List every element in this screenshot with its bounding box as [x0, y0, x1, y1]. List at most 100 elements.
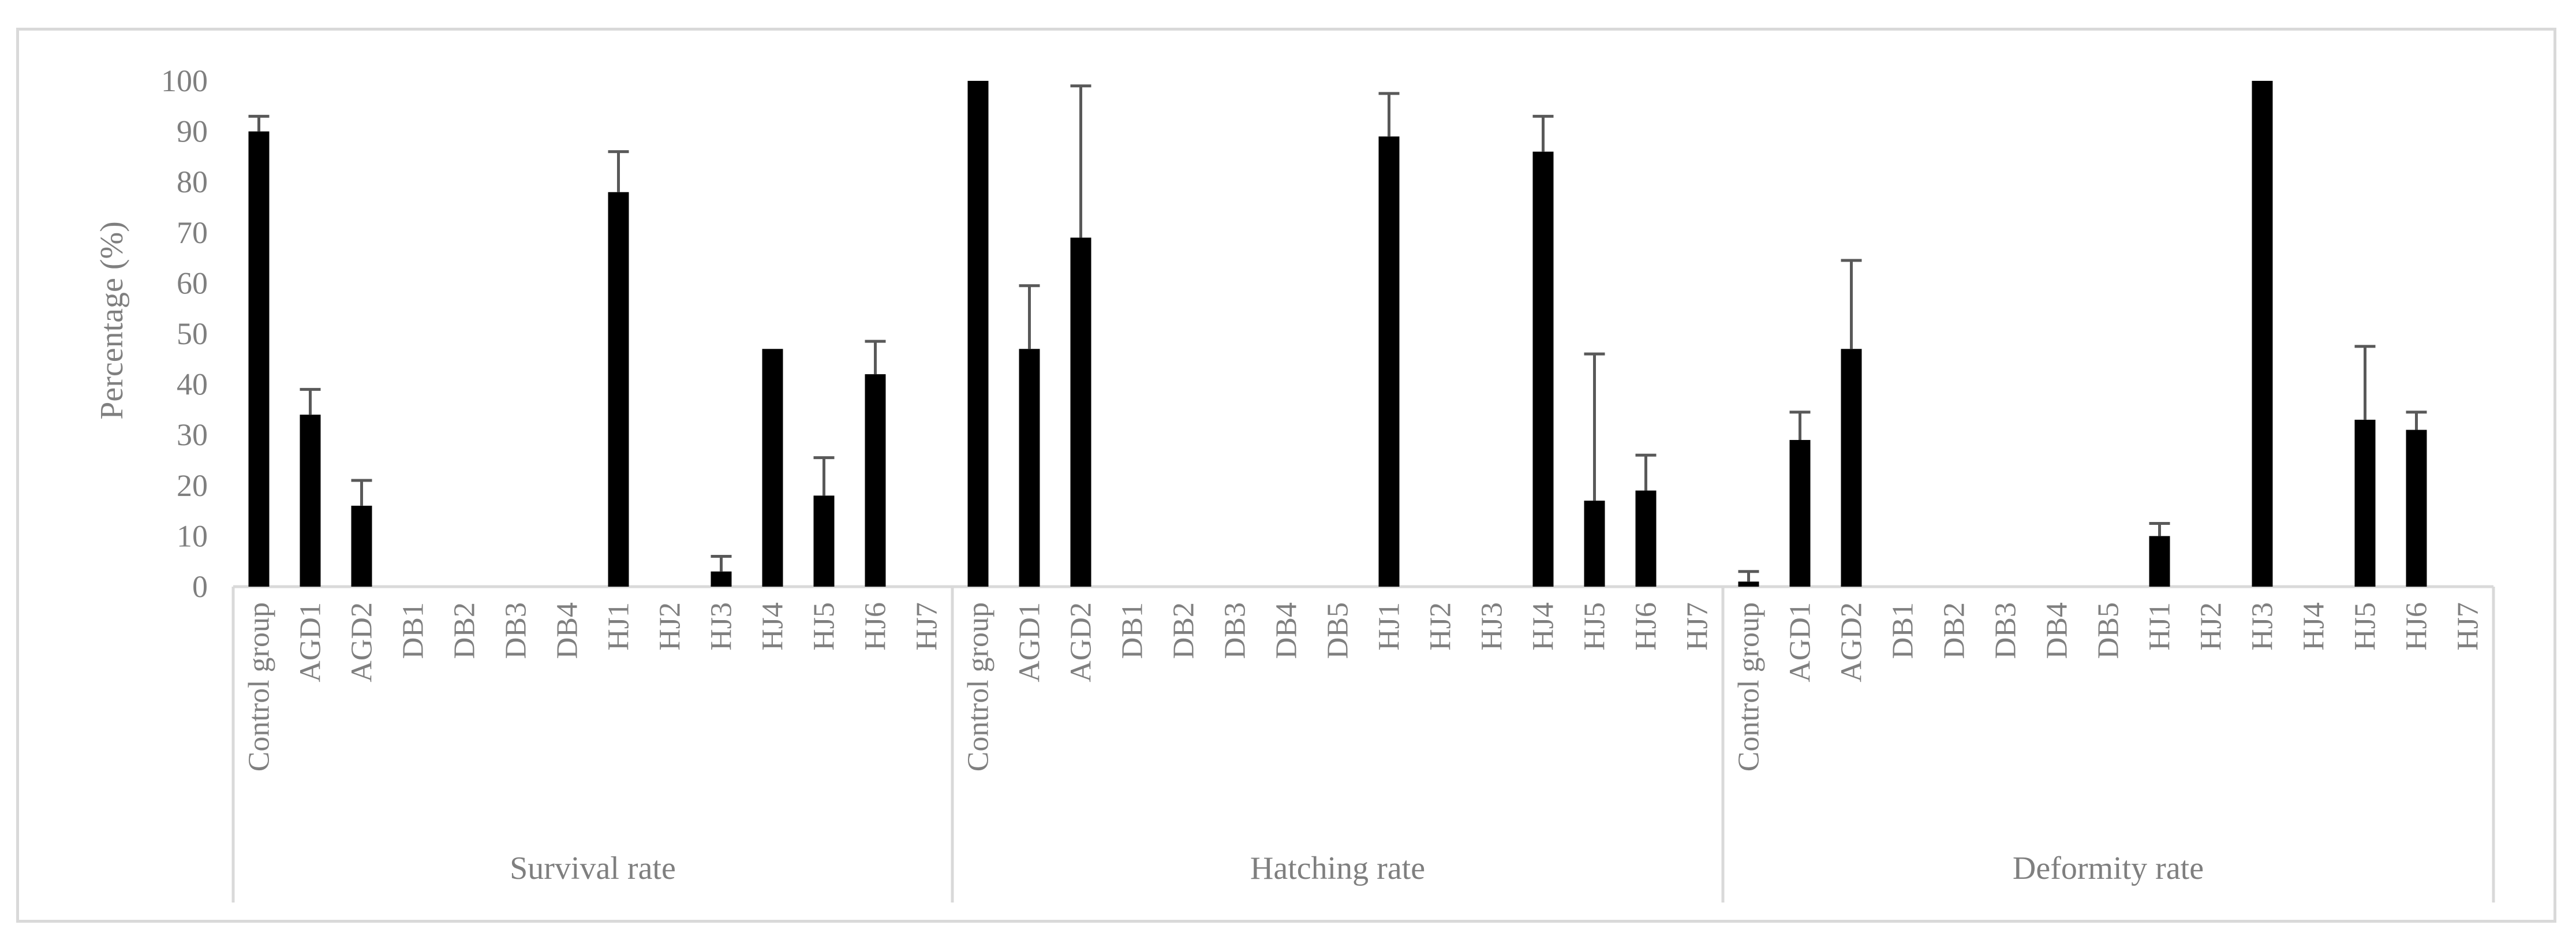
category-label: DB4 [2041, 602, 2074, 659]
y-tick-label: 40 [177, 367, 208, 402]
bar [2406, 430, 2427, 587]
error-bar [1635, 453, 1657, 491]
error-bar [300, 387, 321, 415]
category-label: DB3 [500, 602, 533, 659]
y-tick-label: 70 [177, 215, 208, 250]
bar [2149, 536, 2170, 587]
category-label: HJ7 [2452, 602, 2485, 651]
category-label: AGD2 [346, 602, 379, 683]
y-tick-label: 30 [177, 417, 208, 452]
category-label: HJ6 [859, 602, 892, 651]
category-label: DB2 [448, 602, 481, 659]
category-label: HJ6 [1630, 602, 1663, 651]
error-bar [813, 456, 835, 496]
error-bar [1738, 570, 1759, 582]
error-bar [1019, 284, 1040, 349]
category-label: HJ4 [2298, 602, 2331, 651]
category-label: HJ1 [1373, 602, 1406, 651]
category-label: DB1 [1116, 602, 1149, 659]
category-label: HJ2 [2195, 602, 2228, 651]
category-label: HJ7 [1681, 602, 1714, 651]
category-label: HJ1 [2144, 602, 2177, 651]
bar [1738, 581, 1759, 587]
category-label: DB4 [551, 602, 584, 659]
group-labels: Survival rate Hatching rate Deformity rate [510, 851, 2204, 886]
category-label: DB5 [2092, 602, 2125, 659]
category-label: DB2 [1168, 602, 1201, 659]
category-label: HJ5 [808, 602, 841, 651]
y-tick-labels: 0 10 20 30 40 50 60 70 80 90 100 [161, 64, 208, 604]
y-tick-label: 10 [177, 519, 208, 553]
category-label: HJ3 [705, 602, 738, 651]
y-tick-label: 20 [177, 468, 208, 503]
category-label: HJ5 [1579, 602, 1612, 651]
category-label: HJ5 [2349, 602, 2382, 651]
y-tick-label: 0 [192, 569, 208, 604]
category-label: AGD2 [1065, 602, 1098, 683]
category-label: AGD1 [1014, 602, 1046, 683]
error-bar [351, 479, 372, 506]
category-label: AGD1 [1784, 602, 1817, 683]
category-labels: Control group AGD1 AGD2 DB1 DB2 DB3 DB4 HJ1 HJ2 H… [243, 602, 2485, 771]
category-label: DB1 [397, 602, 430, 659]
category-label: AGD1 [294, 602, 327, 683]
chart-frame [16, 28, 2556, 923]
category-label: HJ1 [603, 602, 635, 651]
category-label: HJ2 [1425, 602, 1457, 651]
error-bar [1841, 259, 1862, 349]
bar [248, 131, 270, 587]
bar [762, 349, 783, 587]
group-label: Hatching rate [1250, 851, 1425, 886]
bar [2354, 419, 2376, 587]
bars [248, 81, 2427, 587]
category-label: Control group [1733, 602, 1766, 771]
category-label: HJ3 [1476, 602, 1509, 651]
category-label: DB5 [1322, 602, 1355, 659]
error-bar [248, 114, 270, 132]
bar [351, 505, 372, 587]
category-label: DB2 [1938, 602, 1971, 659]
bar [1789, 439, 1811, 587]
category-label: DB3 [1990, 602, 2022, 659]
bar [300, 415, 321, 587]
category-label: DB1 [1887, 602, 1920, 659]
error-bar [1532, 114, 1554, 152]
group-label: Deformity rate [2013, 851, 2204, 886]
bar [1070, 237, 1091, 587]
bar [865, 374, 886, 587]
category-label: Control group [243, 602, 276, 771]
y-tick-label: 100 [161, 64, 208, 98]
category-label: HJ2 [654, 602, 687, 651]
error-bar [1070, 84, 1091, 238]
bar [967, 81, 989, 587]
error-bar [865, 340, 886, 375]
category-label: DB4 [1270, 602, 1303, 659]
bar [1635, 490, 1657, 587]
category-label: HJ3 [2246, 602, 2279, 651]
y-tick-label: 80 [177, 165, 208, 199]
bar [608, 192, 629, 587]
error-bars [248, 84, 2427, 582]
bar [1584, 501, 1605, 587]
y-tick-label: 50 [177, 316, 208, 351]
category-label: Control group [962, 602, 995, 771]
error-bar [1378, 92, 1400, 137]
bar [1841, 349, 1862, 587]
error-bar [1789, 411, 1811, 440]
error-bar [608, 150, 629, 192]
y-tick-label: 60 [177, 266, 208, 300]
category-label: HJ4 [1527, 602, 1560, 651]
category-label: AGD2 [1835, 602, 1868, 683]
group-label: Survival rate [510, 851, 676, 886]
bar [2252, 81, 2273, 587]
error-bar [2149, 522, 2170, 536]
y-tick-label: 90 [177, 114, 208, 149]
error-bar [2354, 345, 2376, 420]
error-bar [1584, 352, 1605, 501]
category-label: HJ7 [911, 602, 944, 651]
bar [1019, 349, 1040, 587]
y-axis: Percentage (%) [94, 221, 130, 420]
category-label: HJ6 [2401, 602, 2433, 651]
bar [711, 571, 732, 587]
